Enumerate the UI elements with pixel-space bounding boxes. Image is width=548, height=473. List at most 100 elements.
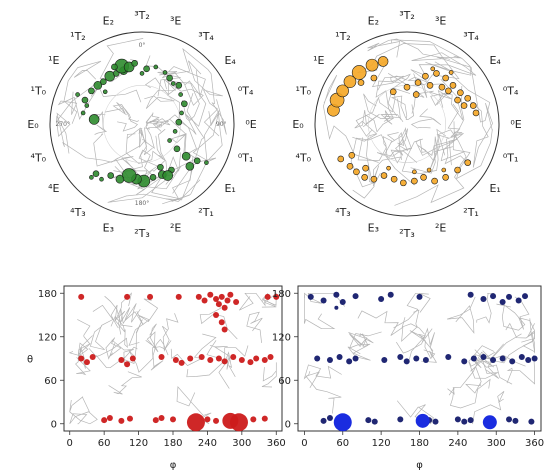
data-point	[167, 138, 172, 143]
x-tick-label: 60	[336, 438, 349, 449]
trajectory-line	[357, 310, 406, 336]
data-point	[84, 103, 90, 108]
trajectory-line	[415, 85, 465, 156]
trajectory-line	[56, 82, 142, 154]
data-point	[422, 72, 429, 80]
perimeter-label: E₂	[368, 14, 379, 27]
trajectory-line	[122, 319, 143, 364]
y-tick-label: 120	[272, 332, 291, 343]
data-point	[118, 356, 125, 363]
y-tick-label: 0	[51, 419, 57, 430]
trajectory-line	[410, 52, 477, 82]
scatter-plot-blue: 0 60 120 180 240 300 360 0 60 120 180 φ	[272, 285, 544, 471]
perimeter-label: E₃	[103, 222, 114, 235]
data-point	[509, 358, 516, 365]
trajectory-line	[128, 298, 159, 346]
polar-plot-orange: ³T₂ ³E ³T₄ E₄ ⁰T₄ ⁰E ⁰T₁ E₁ ²T₁ ²E ²T₃ E₃ ⁴T₃ ⁴E ⁴T₀ E₀…	[292, 9, 521, 240]
data-point	[78, 355, 85, 362]
data-point	[472, 109, 480, 117]
trajectory-line	[396, 400, 434, 425]
trajectory-line	[350, 134, 388, 188]
data-point	[333, 291, 340, 298]
trajectory-line	[448, 378, 491, 409]
data-point	[204, 416, 211, 423]
data-point	[480, 354, 487, 361]
data-point	[512, 417, 519, 424]
trajectory-line	[446, 296, 476, 334]
data-point	[414, 79, 422, 86]
trajectory-line	[375, 80, 400, 122]
perimeter-label: ³T₄	[198, 30, 214, 43]
polar-boundary	[49, 31, 235, 217]
data-point	[139, 71, 145, 76]
data-point	[181, 100, 188, 108]
trajectory-line	[68, 335, 93, 369]
data-point	[115, 174, 125, 184]
trajectory-line	[89, 304, 114, 351]
perimeter-label: E₁	[489, 182, 500, 195]
trajectory-line	[144, 80, 177, 109]
data-point	[422, 356, 429, 363]
data-point	[400, 179, 407, 187]
data-point	[185, 162, 195, 171]
data-point	[264, 293, 271, 300]
data-point	[457, 89, 464, 97]
data-point-large	[482, 415, 497, 430]
perimeter-label: ²T₁	[198, 206, 214, 219]
trajectory-line	[165, 133, 196, 201]
data-point	[454, 96, 461, 104]
data-point	[380, 172, 388, 179]
data-point	[430, 66, 436, 72]
data-point	[499, 298, 506, 305]
x-tick-label: 360	[267, 438, 286, 449]
data-point	[89, 175, 94, 180]
trajectory-line	[166, 82, 197, 135]
data-point	[441, 167, 447, 173]
data-point	[204, 160, 209, 165]
trajectory-line	[304, 292, 345, 307]
data-point	[371, 418, 378, 425]
data-point-large	[333, 413, 352, 432]
y-tick-label: 180	[38, 289, 57, 300]
trajectory-line	[505, 322, 535, 354]
data-point	[518, 354, 525, 361]
x-tick-label: 240	[198, 438, 217, 449]
data-point	[152, 417, 159, 424]
data-point	[213, 417, 220, 424]
perimeter-label: ³E	[435, 14, 446, 27]
data-point	[162, 170, 174, 181]
data-point	[218, 293, 225, 300]
data-point	[121, 168, 137, 183]
data-point	[273, 293, 280, 300]
data-point	[397, 354, 404, 361]
data-points	[327, 56, 480, 187]
data-point	[78, 293, 85, 300]
data-point	[178, 359, 185, 366]
x-tick-label: 60	[98, 438, 111, 449]
perimeter-label: ³T₄	[463, 30, 479, 43]
x-tick-label: 120	[372, 438, 391, 449]
data-point	[506, 416, 513, 423]
data-point	[499, 355, 506, 362]
y-tick-label: 60	[278, 376, 291, 387]
trajectory-line	[246, 311, 263, 343]
data-point	[193, 157, 201, 165]
trajectory-line	[209, 344, 231, 389]
data-point	[229, 413, 248, 432]
perimeter-label: ⁴E	[48, 182, 59, 195]
data-point	[378, 296, 385, 303]
data-point	[351, 65, 367, 80]
data-point	[390, 175, 398, 183]
perimeter-label: E₄	[224, 54, 236, 67]
data-point	[326, 414, 333, 421]
trajectory-line	[417, 121, 455, 162]
data-point	[522, 293, 529, 300]
data-point	[261, 356, 268, 363]
inner-degree-label: 0°	[139, 42, 146, 49]
data-point	[348, 151, 356, 159]
data-points	[307, 291, 538, 432]
y-axis-label: θ	[27, 355, 33, 366]
data-point	[170, 81, 176, 86]
data-point	[353, 168, 360, 176]
trajectory-line	[170, 47, 227, 135]
